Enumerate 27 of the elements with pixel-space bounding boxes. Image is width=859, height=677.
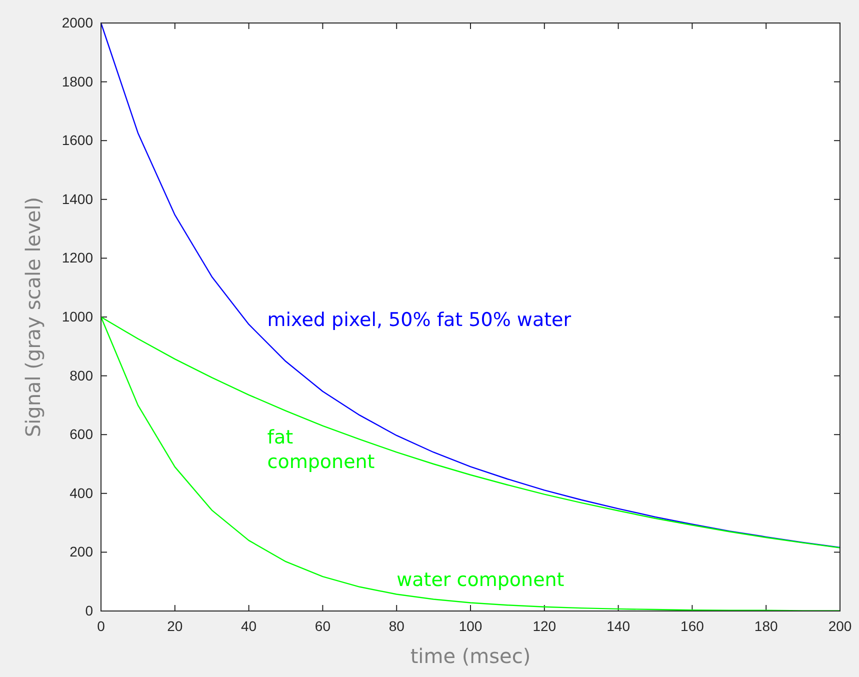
y-tick-label: 0 [85,602,94,618]
y-tick-label: 200 [70,544,94,560]
y-tick-label: 1200 [62,250,94,266]
x-tick-label: 60 [314,618,331,634]
x-tick-label: 180 [754,618,778,634]
x-tick-label: 100 [458,618,482,634]
y-tick-label: 1400 [62,190,94,207]
x-tick-label: 80 [388,618,405,634]
y-axis-title: Signal (gray scale level) [21,196,45,438]
x-axis-title: time (msec) [410,644,531,668]
y-tick-label: 2000 [62,14,94,30]
x-tick-label: 20 [167,618,183,634]
series-label: water component [396,569,564,592]
x-tick-label: 120 [532,618,556,634]
x-tick-label: 140 [606,618,630,634]
x-tick-label: 0 [97,618,106,634]
x-tick-label: 40 [241,618,257,634]
series-label: fat component [267,426,375,474]
y-tick-label: 800 [70,367,94,384]
x-tick-label: 160 [680,618,704,634]
y-tick-label: 600 [70,426,94,442]
y-tick-label: 1800 [62,73,94,90]
y-tick-label: 1600 [62,132,94,148]
y-tick-label: 400 [70,484,94,501]
series-label: mixed pixel, 50% fat 50% water [267,308,572,331]
x-tick-label: 200 [828,618,852,634]
y-tick-label: 1000 [62,308,94,324]
